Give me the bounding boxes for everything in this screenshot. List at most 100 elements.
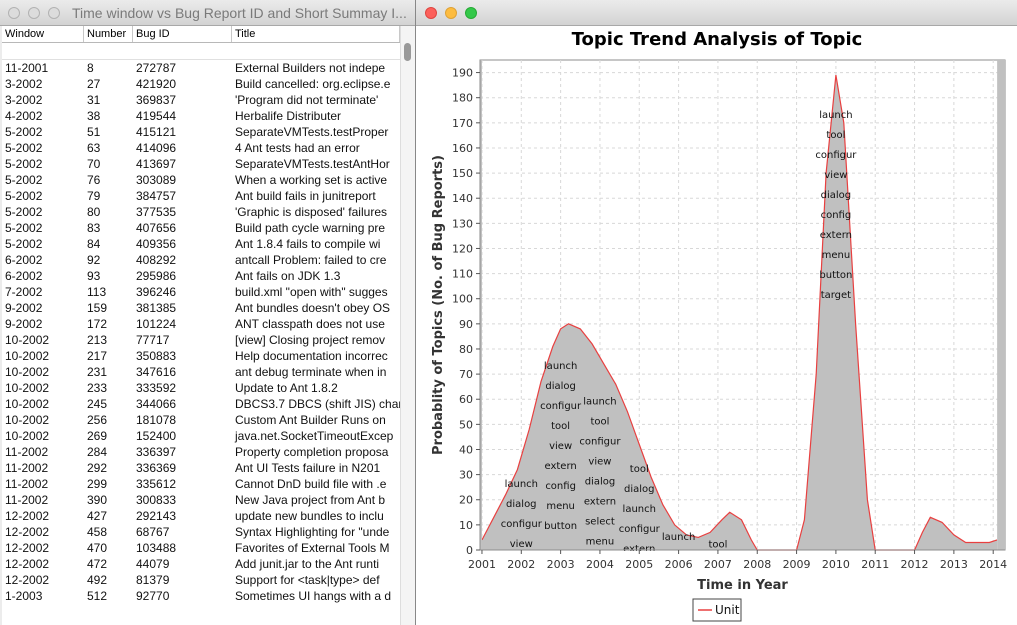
close-button[interactable] [425,7,437,19]
cell-bug-id[interactable]: 421920 [136,77,177,91]
zoom-button[interactable] [465,7,477,19]
cell-title[interactable]: Syntax Highlighting for "unde [235,525,390,539]
cell-number[interactable]: 292 [87,461,108,475]
cell-empty[interactable] [232,43,400,59]
cell-number[interactable]: 38 [87,109,101,123]
zoom-button[interactable] [48,7,60,19]
close-button[interactable] [8,7,20,19]
cell-number[interactable]: 427 [87,509,108,523]
cell-window[interactable]: 10-2002 [5,349,50,363]
cell-number[interactable]: 390 [87,493,108,507]
cell-bug-id[interactable]: 347616 [136,365,177,379]
column-header-number[interactable]: Number [84,26,133,42]
table-row[interactable]: 11-2002 292 336369 Ant UI Tests failure in … [2,460,400,476]
cell-window[interactable]: 9-2002 [5,317,43,331]
cell-bug-id[interactable]: 413697 [136,157,177,171]
cell-number[interactable]: 76 [87,173,101,187]
cell-number[interactable]: 512 [87,589,108,603]
cell-window[interactable]: 11-2002 [5,477,49,491]
cell-window[interactable]: 11-2002 [5,461,49,475]
cell-title[interactable]: 'Program did not terminate' [235,93,379,107]
cell-bug-id[interactable]: 396246 [136,285,177,299]
cell-title[interactable]: [view] Closing project remov [235,333,386,347]
cell-window[interactable]: 12-2002 [5,541,50,555]
table-row[interactable]: 11-2002 284 336397 Property completion prop… [2,444,400,460]
cell-title[interactable]: Ant bundles doesn't obey OS [235,301,391,315]
cell-title[interactable]: 4 Ant tests had an error [235,141,360,155]
table-row[interactable]: 12-2002 492 81379 Support for <task|type> d… [2,572,400,588]
cell-number[interactable]: 172 [87,317,108,331]
cell-number[interactable]: 113 [87,285,107,299]
cell-number[interactable]: 458 [87,525,108,539]
table-row[interactable]: 5-2002 63 414096 4 Ant tests had an error [2,140,400,156]
cell-title[interactable]: Property completion proposa [235,445,389,459]
cell-number[interactable]: 472 [87,557,108,571]
cell-title[interactable]: build.xml "open with" sugges [235,285,388,299]
table-row[interactable]: 10-2002 233 333592 Update to Ant 1.8.2 [2,380,400,396]
cell-title[interactable]: When a working set is active [235,173,388,187]
cell-window[interactable]: 6-2002 [5,269,43,283]
table-row[interactable]: 7-2002 113 396246 build.xml "open with" sug… [2,284,400,300]
table-row[interactable]: 1-2003 512 92770 Sometimes UI hangs with a … [2,588,400,604]
cell-title[interactable]: 'Graphic is disposed' failures [235,205,387,219]
cell-bug-id[interactable]: 303089 [136,173,177,187]
cell-bug-id[interactable]: 81379 [136,573,170,587]
cell-bug-id[interactable]: 103488 [136,541,177,555]
cell-empty[interactable] [84,43,133,59]
cell-number[interactable]: 51 [87,125,101,139]
table-row[interactable]: 11-2001 8 272787 External Builders not inde… [2,60,400,76]
cell-window[interactable]: 9-2002 [5,301,43,315]
cell-title[interactable]: update new bundles to inclu [235,509,384,523]
cell-title[interactable]: ant debug terminate when in [235,365,387,379]
cell-number[interactable]: 269 [87,429,108,443]
cell-bug-id[interactable]: 44079 [136,557,170,571]
cell-number[interactable]: 299 [87,477,108,491]
table-row[interactable]: 12-2002 470 103488 Favorites of External To… [2,540,400,556]
cell-bug-id[interactable]: 414096 [136,141,177,155]
cell-window[interactable]: 7-2002 [5,285,43,299]
cell-bug-id[interactable]: 333592 [136,381,177,395]
cell-bug-id[interactable]: 181078 [136,413,177,427]
cell-bug-id[interactable]: 77717 [136,333,170,347]
table-row[interactable]: 3-2002 27 421920 Build cancelled: org.eclip… [2,76,400,92]
table-row[interactable]: 5-2002 70 413697 SeparateVMTests.testAntHor [2,156,400,172]
cell-number[interactable]: 31 [87,93,101,107]
cell-bug-id[interactable]: 292143 [136,509,177,523]
table-row[interactable]: 4-2002 38 419544 Herbalife Distributer [2,108,400,124]
cell-bug-id[interactable]: 408292 [136,253,177,267]
cell-title[interactable]: Help documentation incorrec [235,349,388,363]
cell-window[interactable]: 12-2002 [5,525,50,539]
table-row[interactable]: 9-2002 172 101224 ANT classpath does not us… [2,316,400,332]
minimize-button[interactable] [28,7,40,19]
cell-number[interactable]: 27 [87,77,101,91]
table-row[interactable]: 10-2002 213 77717 [view] Closing project re… [2,332,400,348]
cell-window[interactable]: 10-2002 [5,381,50,395]
cell-title[interactable]: Ant 1.8.4 fails to compile wi [235,237,381,251]
cell-window[interactable]: 5-2002 [5,141,43,155]
cell-window[interactable]: 10-2002 [5,365,50,379]
chart-window-titlebar[interactable] [416,0,1017,26]
cell-title[interactable]: Build cancelled: org.eclipse.e [235,77,391,91]
cell-bug-id[interactable]: 68767 [136,525,170,539]
table-row[interactable]: 10-2002 231 347616 ant debug terminate when… [2,364,400,380]
vertical-scrollbar[interactable] [400,26,415,625]
table-row[interactable]: 11-2002 299 335612 Cannot DnD build file wi… [2,476,400,492]
table-row[interactable]: 10-2002 269 152400 java.net.SocketTimeoutEx… [2,428,400,444]
cell-window[interactable]: 12-2002 [5,557,50,571]
cell-window[interactable]: 11-2001 [5,61,49,75]
cell-title[interactable]: Build path cycle warning pre [235,221,386,235]
cell-title[interactable]: SeparateVMTests.testProper [235,125,389,139]
table-row[interactable]: 3-2002 31 369837 'Program did not terminate… [2,92,400,108]
cell-number[interactable]: 233 [87,381,108,395]
cell-window[interactable]: 5-2002 [5,221,43,235]
cell-window[interactable]: 5-2002 [5,125,43,139]
cell-title[interactable]: Cannot DnD build file with .e [235,477,387,491]
cell-number[interactable]: 217 [87,349,108,363]
cell-title[interactable]: Custom Ant Builder Runs on [235,413,386,427]
table-row[interactable]: 9-2002 159 381385 Ant bundles doesn't obey … [2,300,400,316]
cell-title[interactable]: Add junit.jar to the Ant runti [235,557,380,571]
table-row[interactable]: 10-2002 217 350883 Help documentation incor… [2,348,400,364]
table-row[interactable]: 12-2002 472 44079 Add junit.jar to the Ant … [2,556,400,572]
minimize-button[interactable] [445,7,457,19]
cell-bug-id[interactable]: 152400 [136,429,177,443]
